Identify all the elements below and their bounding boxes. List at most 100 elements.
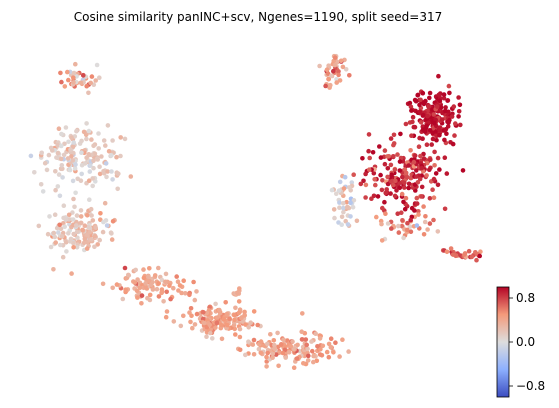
scatter-point (116, 171, 121, 176)
scatter-point (171, 286, 176, 291)
scatter-point (385, 154, 390, 159)
scatter-point (189, 314, 194, 319)
scatter-point (103, 201, 108, 206)
scatter-point (176, 288, 181, 293)
scatter-point (69, 271, 74, 276)
scatter-point (395, 152, 400, 157)
scatter-point (343, 175, 348, 180)
scatter-point (425, 227, 430, 232)
scatter-point (337, 205, 342, 210)
scatter-point (58, 71, 63, 76)
scatter-point (109, 231, 114, 236)
scatter-point (195, 312, 200, 317)
scatter-point (348, 214, 353, 219)
scatter-point (133, 268, 138, 273)
scatter-point (421, 113, 426, 118)
scatter-point (91, 166, 96, 171)
scatter-point (207, 322, 212, 327)
scatter-point (290, 339, 295, 344)
scatter-point (80, 228, 85, 233)
scatter-point (56, 184, 61, 189)
scatter-point (432, 163, 437, 168)
scatter-point (90, 176, 95, 181)
scatter-point (220, 337, 225, 342)
scatter-point (409, 133, 414, 138)
scatter-point (191, 280, 196, 285)
scatter-point (326, 63, 331, 68)
scatter-point (84, 155, 89, 160)
scatter-point (407, 182, 412, 187)
scatter-point (331, 350, 336, 355)
scatter-point (164, 315, 169, 320)
scatter-point (74, 223, 79, 228)
scatter-point (255, 323, 260, 328)
scatter-point (451, 252, 456, 257)
scatter-point (338, 180, 343, 185)
scatter-point (110, 138, 115, 143)
scatter-point (306, 354, 311, 359)
scatter-point (89, 213, 94, 218)
scatter-point (340, 337, 345, 342)
scatter-point (61, 255, 66, 260)
scatter-point (428, 157, 433, 162)
scatter-point (432, 150, 437, 155)
scatter-point (393, 179, 398, 184)
scatter-point (87, 230, 92, 235)
scatter-point (159, 291, 164, 296)
scatter-point (346, 222, 351, 227)
scatter-point (57, 126, 62, 131)
scatter-point (71, 158, 76, 163)
scatter-point (99, 154, 104, 159)
scatter-point (419, 194, 424, 199)
scatter-point (243, 353, 248, 358)
scatter-point (416, 180, 421, 185)
scatter-point (68, 168, 73, 173)
scatter-point (75, 230, 80, 235)
scatter-point (235, 291, 240, 296)
scatter-point (110, 237, 115, 242)
scatter-point (103, 143, 108, 148)
scatter-point (327, 355, 332, 360)
scatter-point (118, 135, 123, 140)
scatter-point (329, 74, 334, 79)
scatter-point (237, 286, 242, 291)
scatter-point (52, 231, 57, 236)
scatter-point (246, 325, 251, 330)
chart-title: Cosine similarity panINC+scv, Ngenes=119… (74, 10, 443, 24)
scatter-point (98, 211, 103, 216)
scatter-point (109, 153, 114, 158)
scatter-point (402, 181, 407, 186)
scatter-point (372, 194, 377, 199)
scatter-point (299, 329, 304, 334)
scatter-point (367, 156, 372, 161)
scatter-point (115, 187, 120, 192)
scatter-point (432, 121, 437, 126)
scatter-point (420, 136, 425, 141)
scatter-point (385, 175, 390, 180)
scatter-point (323, 84, 328, 89)
scatter-point (445, 250, 450, 255)
scatter-point (371, 150, 376, 155)
colorbar-ticks: 0.80.0−0.8 (509, 291, 545, 393)
scatter-point (380, 188, 385, 193)
scatter-point (273, 347, 278, 352)
scatter-point (408, 148, 413, 153)
scatter-point (219, 323, 224, 328)
scatter-point (427, 96, 432, 101)
scatter-point (194, 289, 199, 294)
scatter-point (129, 174, 134, 179)
scatter-point (467, 249, 472, 254)
scatter-point (391, 183, 396, 188)
scatter-point (79, 81, 84, 86)
scatter-point (320, 353, 325, 358)
scatter-point (79, 139, 84, 144)
scatter-point (225, 323, 230, 328)
scatter-point (378, 173, 383, 178)
scatter-point (417, 103, 422, 108)
scatter-point (442, 138, 447, 143)
scatter-point (101, 282, 106, 287)
scatter-point (413, 153, 418, 158)
scatter-point (252, 338, 257, 343)
scatter-point (434, 171, 439, 176)
